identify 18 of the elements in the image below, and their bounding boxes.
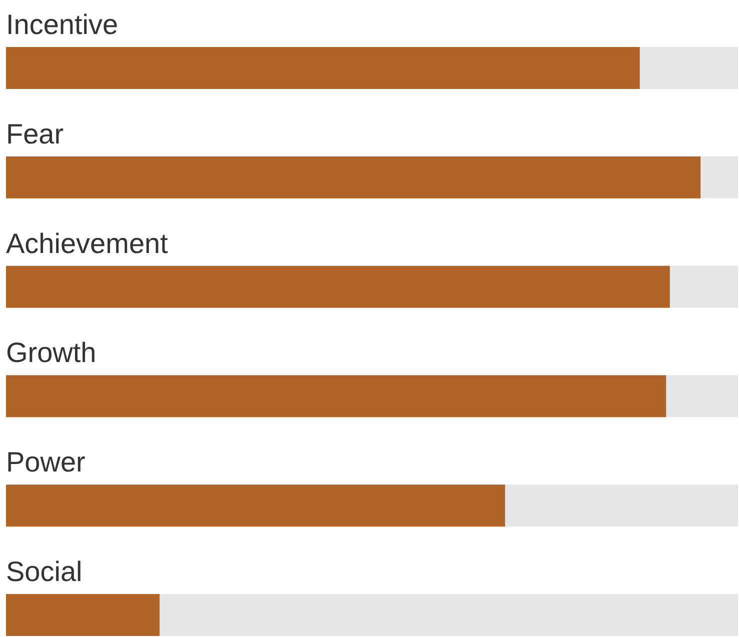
- bar: [6, 156, 701, 198]
- y-tick-label: Growth: [6, 337, 96, 368]
- y-tick-label: Achievement: [6, 228, 168, 259]
- y-tick-label: Incentive: [6, 9, 118, 40]
- bar: [666, 375, 738, 418]
- bar: [160, 594, 738, 636]
- y-tick-label: Social: [6, 556, 82, 587]
- bar: [700, 156, 738, 198]
- bar: [640, 47, 738, 89]
- bar: [6, 375, 666, 418]
- bar: [6, 484, 506, 527]
- y-tick-label: Power: [6, 446, 86, 478]
- bar: [670, 266, 738, 308]
- bar: [6, 266, 670, 308]
- bar: [505, 484, 738, 527]
- bar: [6, 47, 640, 89]
- bar: [6, 594, 160, 636]
- y-tick-label: Fear: [6, 118, 64, 150]
